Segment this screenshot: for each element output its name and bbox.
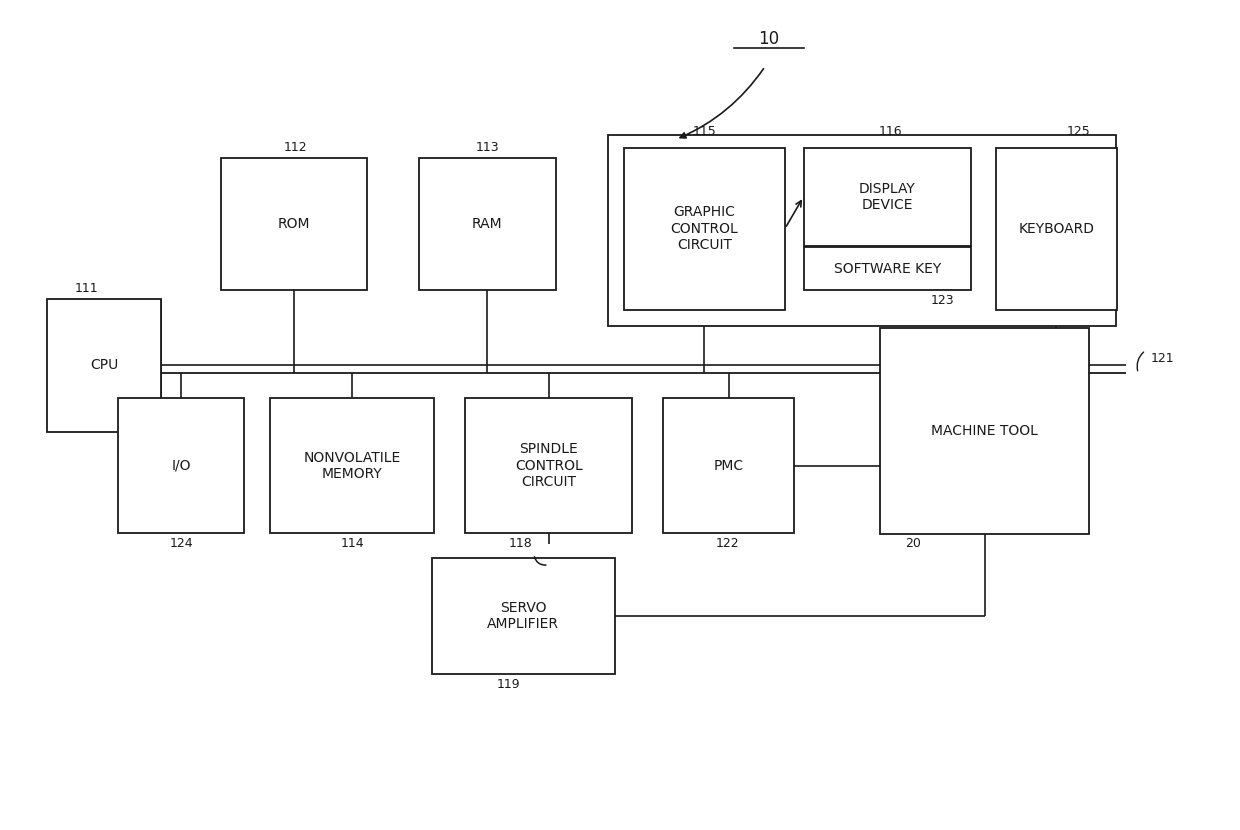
Text: 124: 124 — [169, 537, 193, 550]
Bar — [624, 148, 785, 310]
Bar — [804, 247, 971, 290]
Text: 10: 10 — [758, 30, 780, 48]
Text: 119: 119 — [496, 678, 521, 691]
Text: 121: 121 — [1151, 352, 1174, 365]
Text: 111: 111 — [74, 282, 99, 295]
Text: 112: 112 — [283, 141, 308, 154]
Text: SOFTWARE KEY: SOFTWARE KEY — [833, 262, 941, 276]
Text: I/O: I/O — [171, 459, 191, 472]
Bar — [419, 158, 556, 290]
Bar — [663, 398, 794, 533]
Bar — [221, 158, 367, 290]
Text: MACHINE TOOL: MACHINE TOOL — [931, 424, 1038, 437]
Text: 113: 113 — [475, 141, 500, 154]
Text: 20: 20 — [905, 537, 920, 550]
Text: SPINDLE
CONTROL
CIRCUIT: SPINDLE CONTROL CIRCUIT — [515, 442, 583, 489]
Bar — [880, 328, 1089, 534]
Text: 118: 118 — [508, 537, 533, 550]
Text: SERVO
AMPLIFIER: SERVO AMPLIFIER — [487, 601, 559, 631]
Text: 122: 122 — [715, 537, 740, 550]
Text: 116: 116 — [878, 124, 903, 138]
Bar — [47, 299, 161, 432]
Bar — [608, 135, 1116, 326]
Text: PMC: PMC — [713, 459, 744, 472]
Text: DISPLAY
DEVICE: DISPLAY DEVICE — [859, 182, 915, 212]
Text: RAM: RAM — [472, 217, 502, 231]
Text: 115: 115 — [692, 124, 717, 138]
Bar — [804, 148, 971, 246]
Text: 123: 123 — [930, 294, 955, 307]
Bar — [270, 398, 434, 533]
Text: NONVOLATILE
MEMORY: NONVOLATILE MEMORY — [304, 451, 401, 481]
Text: ROM: ROM — [278, 217, 310, 231]
Text: CPU: CPU — [91, 359, 118, 372]
Text: 125: 125 — [1066, 124, 1091, 138]
Text: 114: 114 — [340, 537, 365, 550]
Bar — [996, 148, 1117, 310]
Text: GRAPHIC
CONTROL
CIRCUIT: GRAPHIC CONTROL CIRCUIT — [671, 206, 738, 251]
Bar — [432, 558, 615, 674]
Bar — [465, 398, 632, 533]
Bar — [118, 398, 244, 533]
Text: KEYBOARD: KEYBOARD — [1018, 222, 1095, 236]
